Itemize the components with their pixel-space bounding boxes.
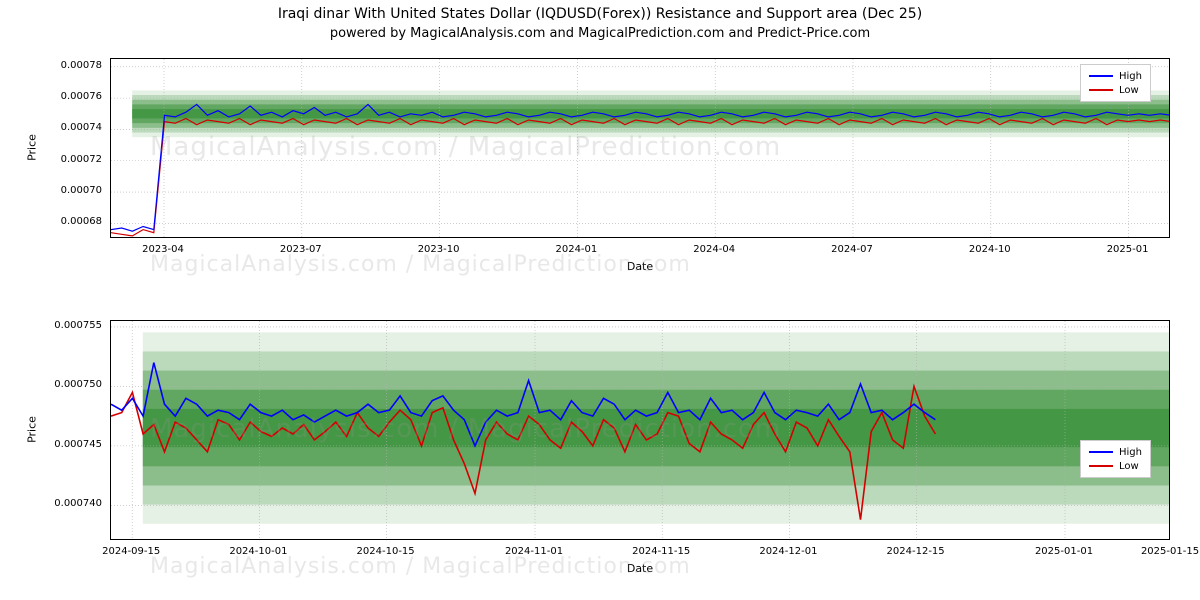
x-tick-label: 2025-01-01	[1024, 546, 1104, 557]
legend-swatch	[1089, 451, 1113, 453]
x-tick-label: 2024-12-01	[748, 546, 828, 557]
y-tick-label: 0.000750	[40, 379, 102, 390]
x-tick-label: 2025-01-15	[1130, 546, 1200, 557]
legend-label: Low	[1119, 461, 1139, 472]
x-tick-label: 2024-10-01	[218, 546, 298, 557]
y-axis-label: Price	[26, 410, 39, 450]
x-tick-label: 2024-10-15	[346, 546, 426, 557]
y-tick-label: 0.000740	[40, 498, 102, 509]
x-tick-label: 2024-12-15	[876, 546, 956, 557]
x-tick-label: 2024-11-01	[494, 546, 574, 557]
y-tick-label: 0.000745	[40, 439, 102, 450]
legend: High Low	[1080, 440, 1151, 478]
x-tick-label: 2024-09-15	[91, 546, 171, 557]
support-resistance-band	[143, 409, 1169, 447]
watermark: MagicalAnalysis.com / MagicalPrediction.…	[150, 554, 691, 579]
chart-panel-bottom: 0.000740 0.000745 0.000750 0.000755 2024-09-…	[0, 0, 1200, 600]
x-axis-label: Date	[620, 562, 660, 575]
legend-item: High	[1089, 445, 1142, 459]
y-tick-label: 0.000755	[40, 320, 102, 331]
legend-label: High	[1119, 447, 1142, 458]
chart-svg	[111, 321, 1170, 540]
x-tick-label: 2024-11-15	[621, 546, 701, 557]
legend-item: Low	[1089, 459, 1142, 473]
legend-swatch	[1089, 465, 1113, 467]
plot-area	[110, 320, 1170, 540]
